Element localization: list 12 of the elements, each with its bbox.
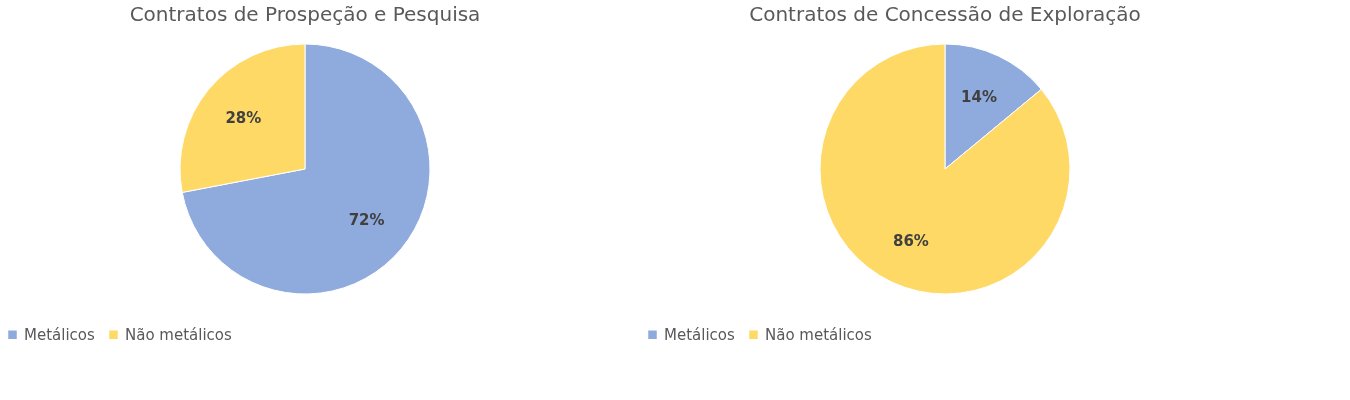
- data-label: 28%: [225, 109, 262, 128]
- data-label: 72%: [348, 210, 385, 229]
- chart-title: Contratos de Prospeção e Pesquisa: [129, 2, 481, 26]
- data-label: 14%: [961, 87, 998, 106]
- legend-label: Não metálicos: [125, 325, 233, 344]
- legend-label: Metálicos: [24, 325, 95, 344]
- pie-slice: [181, 43, 431, 295]
- legend-label: Não metálicos: [765, 325, 873, 344]
- legend-label: Metálicos: [664, 325, 735, 344]
- pie-slice: [819, 43, 1071, 295]
- data-label: 86%: [892, 232, 929, 251]
- chart-title: Contratos de Concessão de Exploração: [749, 2, 1141, 26]
